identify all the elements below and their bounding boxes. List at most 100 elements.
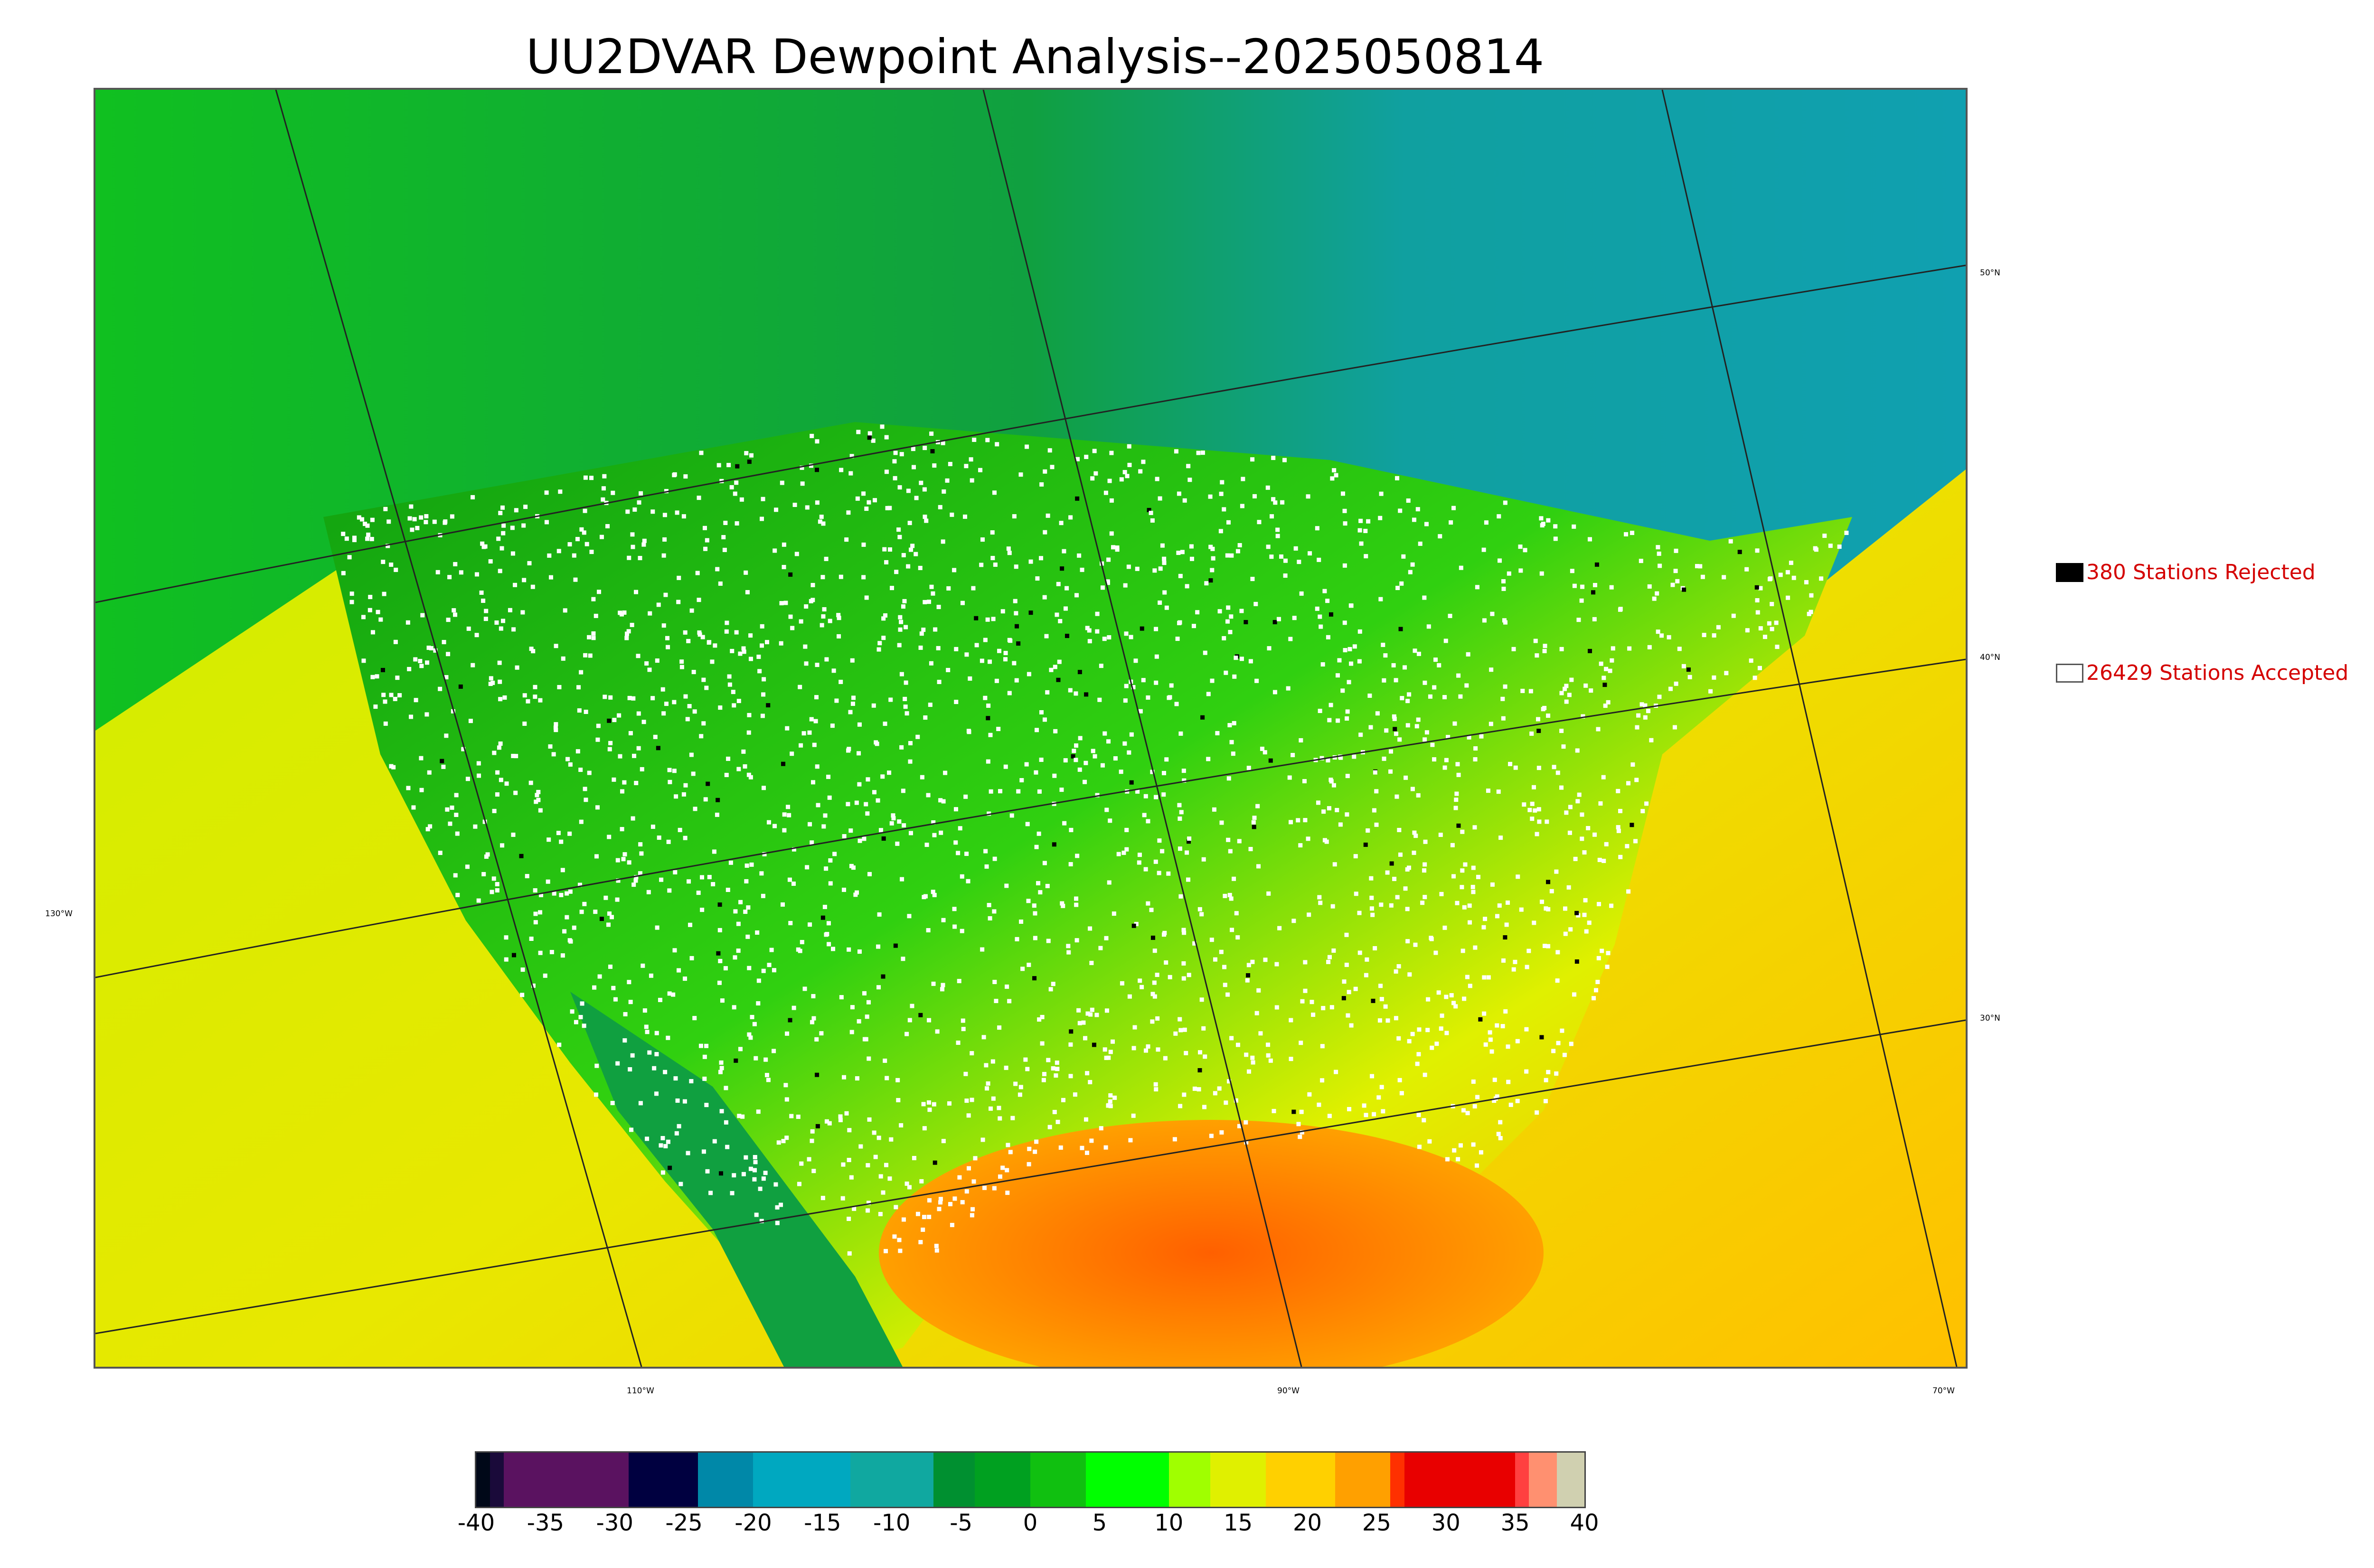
station-marker [710, 659, 715, 664]
station-marker [772, 824, 777, 828]
colorbar-tick-label: -25 [665, 1510, 703, 1536]
colorbar-segment [1168, 1453, 1211, 1507]
station-marker [1254, 1011, 1259, 1015]
colorbar-tick-label: -5 [950, 1510, 973, 1536]
station-marker [370, 630, 375, 635]
station-marker [700, 875, 705, 880]
station-marker [1592, 582, 1597, 587]
station-marker [498, 679, 502, 684]
station-marker [952, 1196, 957, 1201]
station-marker [1657, 695, 1662, 699]
station-marker [1344, 932, 1349, 937]
station-marker [1465, 975, 1470, 979]
station-marker [853, 892, 858, 897]
station-marker [1476, 874, 1480, 879]
station-marker [1320, 1078, 1325, 1083]
station-marker [1343, 521, 1347, 526]
station-marker [1397, 1078, 1402, 1082]
station-marker [544, 520, 549, 525]
station-marker [395, 676, 400, 680]
station-marker [756, 1001, 761, 1006]
station-marker [1604, 667, 1609, 671]
station-marker [1005, 1191, 1010, 1195]
station-marker [781, 761, 786, 766]
station-marker [675, 1098, 680, 1103]
station-marker [1426, 624, 1431, 629]
colorbar-segment [850, 1453, 933, 1507]
station-marker [608, 964, 612, 969]
station-marker [1053, 729, 1058, 733]
station-marker [1036, 831, 1041, 836]
station-marker [1200, 715, 1205, 720]
station-marker [861, 491, 866, 496]
station-marker [1282, 458, 1287, 462]
station-marker [533, 695, 537, 699]
station-marker [1014, 611, 1018, 616]
station-marker [791, 1005, 796, 1010]
station-marker [624, 631, 629, 636]
station-marker [1357, 629, 1362, 634]
station-marker [1071, 754, 1075, 759]
station-marker [674, 1131, 679, 1136]
station-marker [1474, 1163, 1479, 1168]
station-marker [1111, 545, 1116, 550]
station-marker [1822, 534, 1827, 538]
dewpoint-map[interactable] [94, 88, 1968, 1369]
station-marker [578, 768, 583, 772]
station-marker [884, 469, 889, 474]
station-marker [948, 1202, 953, 1206]
station-marker [382, 592, 386, 596]
station-marker [1471, 890, 1476, 894]
station-marker [1197, 1068, 1202, 1072]
station-marker [1601, 775, 1606, 779]
station-marker [1335, 807, 1339, 812]
station-marker [1182, 1092, 1187, 1097]
lon-label-130: 130°W [45, 909, 73, 919]
station-marker [1543, 1099, 1548, 1104]
station-marker [992, 1186, 997, 1191]
station-marker [476, 898, 481, 903]
station-marker [1060, 901, 1065, 906]
station-marker [1260, 746, 1264, 751]
station-marker [1208, 578, 1213, 583]
station-marker [1192, 1086, 1197, 1091]
station-marker [941, 918, 946, 922]
station-marker [810, 1129, 815, 1134]
station-marker [887, 770, 892, 775]
station-marker [1107, 635, 1112, 640]
station-marker [982, 1185, 987, 1190]
station-marker [749, 453, 754, 458]
station-marker [361, 615, 366, 620]
station-marker [594, 1092, 599, 1097]
station-marker [910, 1004, 914, 1008]
station-marker [630, 622, 634, 627]
station-marker [718, 958, 723, 963]
station-marker [1051, 1066, 1055, 1071]
station-marker [499, 778, 503, 782]
station-marker [785, 1031, 790, 1036]
station-marker [1043, 469, 1047, 474]
station-marker [510, 526, 515, 530]
station-marker [1212, 807, 1216, 812]
station-marker [1791, 575, 1796, 580]
station-marker [1555, 950, 1560, 955]
station-marker [1178, 894, 1183, 899]
station-marker [707, 875, 712, 880]
station-marker [923, 515, 927, 519]
station-marker [1034, 1139, 1039, 1144]
station-marker [1630, 531, 1635, 535]
station-marker [341, 532, 346, 536]
station-marker [1503, 500, 1507, 505]
station-marker [1475, 1095, 1480, 1099]
station-marker [1366, 519, 1371, 524]
station-marker [658, 997, 662, 1002]
station-marker [1113, 756, 1118, 761]
station-marker [1456, 673, 1461, 678]
station-marker [1273, 500, 1278, 505]
station-marker [1182, 1027, 1187, 1032]
station-marker [766, 703, 771, 708]
station-marker [1088, 926, 1093, 931]
station-marker [1327, 718, 1332, 723]
station-marker [1437, 663, 1441, 667]
station-marker [1075, 496, 1080, 501]
